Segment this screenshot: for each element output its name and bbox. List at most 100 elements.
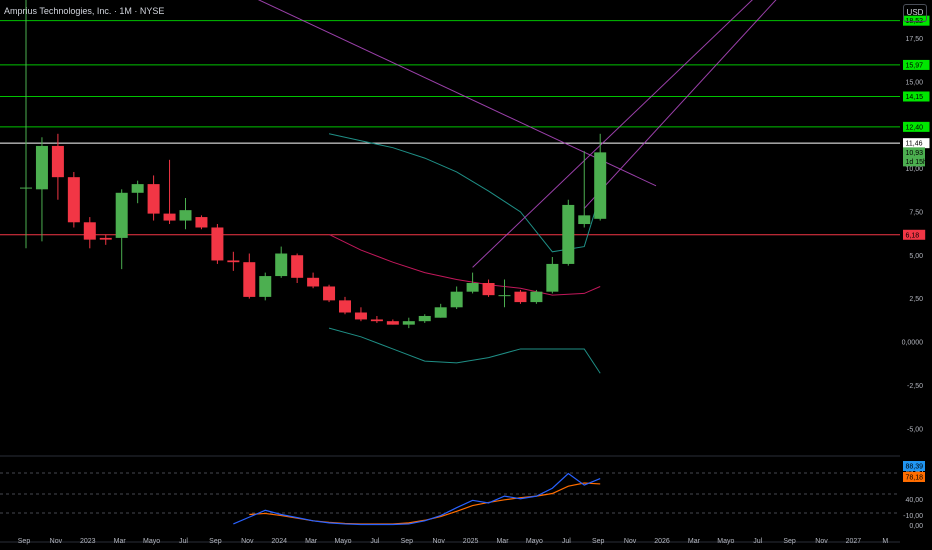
time-tick: Jul <box>562 538 571 545</box>
trendline <box>257 0 657 187</box>
candle-body <box>195 217 208 228</box>
candle-body <box>115 192 128 238</box>
price-tick: -5,00 <box>907 426 923 433</box>
last-price-box <box>903 147 925 167</box>
time-tick: Mayo <box>526 538 543 545</box>
candle-body <box>370 319 383 322</box>
price-tick: 2,50 <box>909 296 923 303</box>
time-tick: 2024 <box>271 538 287 545</box>
candle-body <box>578 215 591 225</box>
candle-body <box>323 286 336 301</box>
trendline <box>472 0 753 268</box>
level-label-box <box>903 121 930 132</box>
time-tick: Mayo <box>334 538 351 545</box>
candle-body <box>354 312 367 320</box>
candle-body <box>227 260 240 263</box>
candle-body <box>498 295 511 297</box>
candle-body <box>131 184 144 193</box>
time-tick: Mar <box>688 538 701 545</box>
time-tick: Jul <box>179 538 188 545</box>
level-label: 6,18 <box>906 232 920 239</box>
level-label: 11,46 <box>906 141 923 148</box>
time-tick: Nov <box>50 538 63 545</box>
time-tick: Sep <box>401 538 414 545</box>
time-tick: M <box>882 538 888 545</box>
trendlines <box>257 0 777 268</box>
chart-title: Amprius Technologies, Inc. · 1M · NYSE <box>4 6 165 16</box>
time-tick: Sep <box>209 538 222 545</box>
candle-body <box>418 315 431 322</box>
candle-body <box>482 283 495 296</box>
time-tick: Nov <box>624 538 637 545</box>
candle-body <box>259 276 272 297</box>
time-tick: 2025 <box>463 538 479 545</box>
candle-body <box>530 291 543 303</box>
bollinger-bands <box>328 133 601 374</box>
last-price-countdown: 1d 15h <box>906 159 928 166</box>
candle-body <box>594 152 607 219</box>
price-labels: 27,6025,9223,3621,1518,5215,9714,1512,40… <box>903 15 930 240</box>
time-tick: Jul <box>370 538 379 545</box>
time-axis: Sep Nov 2023 Mar Mayo Jul Sep Nov 2024 Mar Mayo Jul… <box>18 538 889 545</box>
candle-body <box>83 222 96 240</box>
level-label-box <box>903 138 930 149</box>
price-tick: 0,0000 <box>902 340 924 347</box>
time-tick: 2026 <box>654 538 670 545</box>
level-label-box <box>903 91 930 102</box>
candle-body <box>466 283 479 292</box>
candle-body <box>562 204 575 264</box>
price-tick: -10,00 <box>903 513 923 520</box>
currency-button[interactable]: USD <box>903 4 927 22</box>
candle-body <box>99 237 112 240</box>
candle-body <box>35 145 48 190</box>
last-price-label: 10,93 <box>906 150 924 157</box>
rsi-tick: 0,00 <box>909 523 923 530</box>
candle-body <box>243 262 256 297</box>
candle-body <box>67 177 80 223</box>
rsi-fast-label: 88,39 <box>906 464 924 471</box>
trendline <box>583 0 777 209</box>
candle-body <box>434 307 447 318</box>
level-label-box <box>903 15 930 26</box>
candle-body <box>275 253 288 277</box>
time-tick: 2027 <box>846 538 862 545</box>
candle-body <box>179 210 192 221</box>
bollinger-upper <box>328 133 601 253</box>
level-label: 14,15 <box>906 94 924 101</box>
time-tick: Mayo <box>717 538 734 545</box>
rsi-slow-label-box <box>903 472 925 482</box>
candle-body <box>339 300 351 313</box>
price-tick: 5,00 <box>909 253 923 260</box>
candle-body <box>20 187 32 189</box>
time-tick: Nov <box>432 538 445 545</box>
candle-body <box>51 145 64 178</box>
time-tick: Mar <box>305 538 318 545</box>
time-tick: Nov <box>815 538 828 545</box>
candle-body <box>546 263 559 292</box>
rsi-slow-line <box>249 482 601 525</box>
rsi-slow-label: 78,18 <box>906 475 924 482</box>
rsi-fast-line <box>233 472 601 526</box>
time-tick: Mayo <box>143 538 160 545</box>
level-label-box <box>903 59 930 70</box>
candles <box>20 0 607 329</box>
candle-body <box>402 321 415 325</box>
time-tick: Sep <box>783 538 796 545</box>
level-label-box <box>903 229 926 240</box>
candle-body <box>450 291 463 308</box>
time-tick: Mar <box>496 538 509 545</box>
price-tick: -2,50 <box>907 383 923 390</box>
bollinger-basis <box>328 233 601 296</box>
time-tick: 2023 <box>80 538 96 545</box>
candle-body <box>386 321 399 325</box>
time-tick: Sep <box>592 538 605 545</box>
price-tick: 7,50 <box>909 209 923 216</box>
price-tick: 15,00 <box>905 79 923 86</box>
time-tick: Sep <box>18 538 31 545</box>
bollinger-lower <box>328 327 601 374</box>
candle-body <box>147 184 160 214</box>
candle-body <box>291 255 304 278</box>
candle-body <box>211 227 224 261</box>
